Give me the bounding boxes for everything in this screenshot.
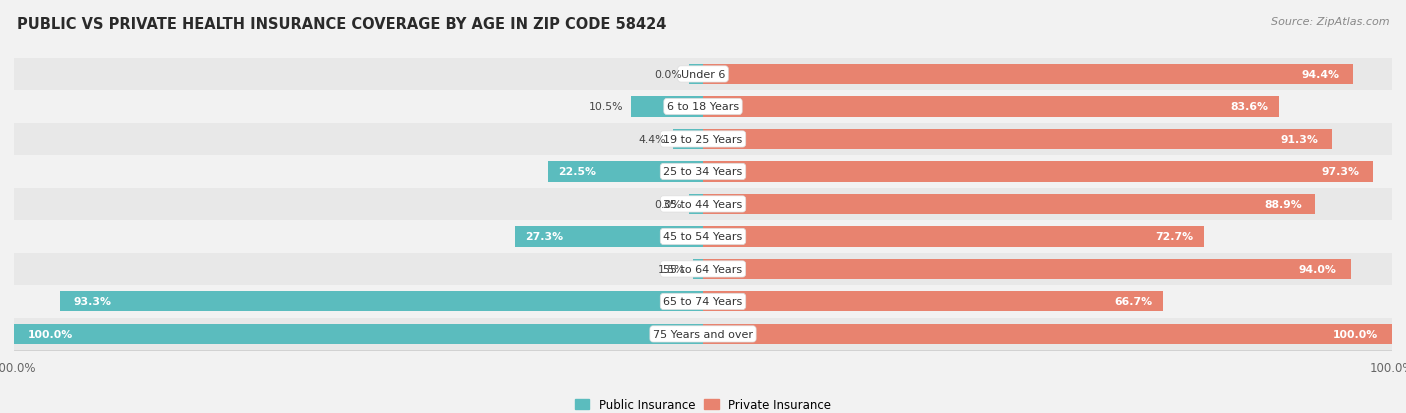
Bar	[703, 97, 1279, 117]
Bar	[693, 259, 703, 279]
Text: 45 to 54 Years: 45 to 54 Years	[664, 232, 742, 242]
Bar	[689, 65, 703, 85]
Text: 65 to 74 Years: 65 to 74 Years	[664, 297, 742, 307]
Bar	[14, 156, 1392, 188]
Bar	[703, 292, 1163, 312]
Text: 93.3%: 93.3%	[75, 297, 112, 307]
Text: 25 to 34 Years: 25 to 34 Years	[664, 167, 742, 177]
Text: 1.5%: 1.5%	[658, 264, 686, 274]
Bar	[703, 259, 1351, 279]
Bar	[14, 285, 1392, 318]
Text: 35 to 44 Years: 35 to 44 Years	[664, 199, 742, 209]
Bar	[14, 59, 1392, 91]
Bar	[14, 221, 1392, 253]
Bar	[703, 227, 1204, 247]
Text: 94.0%: 94.0%	[1299, 264, 1337, 274]
Text: PUBLIC VS PRIVATE HEALTH INSURANCE COVERAGE BY AGE IN ZIP CODE 58424: PUBLIC VS PRIVATE HEALTH INSURANCE COVER…	[17, 17, 666, 31]
Text: Source: ZipAtlas.com: Source: ZipAtlas.com	[1271, 17, 1389, 26]
Text: 10.5%: 10.5%	[589, 102, 624, 112]
Text: 66.7%: 66.7%	[1114, 297, 1152, 307]
Bar	[703, 65, 1354, 85]
Bar	[14, 123, 1392, 156]
Text: 88.9%: 88.9%	[1264, 199, 1302, 209]
Text: Under 6: Under 6	[681, 70, 725, 80]
Bar	[703, 324, 1392, 344]
Text: 97.3%: 97.3%	[1322, 167, 1360, 177]
Bar	[548, 162, 703, 182]
Bar	[703, 195, 1316, 214]
Text: 75 Years and over: 75 Years and over	[652, 329, 754, 339]
Text: 4.4%: 4.4%	[638, 135, 666, 145]
Text: 83.6%: 83.6%	[1230, 102, 1268, 112]
Text: 72.7%: 72.7%	[1156, 232, 1194, 242]
Text: 22.5%: 22.5%	[558, 167, 596, 177]
Text: 94.4%: 94.4%	[1302, 70, 1340, 80]
Bar	[689, 195, 703, 214]
Bar	[14, 253, 1392, 285]
Text: 0.0%: 0.0%	[655, 199, 682, 209]
Text: 100.0%: 100.0%	[28, 329, 73, 339]
Text: 0.0%: 0.0%	[655, 70, 682, 80]
Bar	[60, 292, 703, 312]
Bar	[14, 91, 1392, 123]
Text: 19 to 25 Years: 19 to 25 Years	[664, 135, 742, 145]
Bar	[631, 97, 703, 117]
Bar	[703, 162, 1374, 182]
Bar	[672, 130, 703, 150]
Bar	[14, 324, 703, 344]
Legend: Public Insurance, Private Insurance: Public Insurance, Private Insurance	[571, 393, 835, 413]
Bar	[703, 130, 1331, 150]
Bar	[515, 227, 703, 247]
Bar	[14, 318, 1392, 350]
Text: 55 to 64 Years: 55 to 64 Years	[664, 264, 742, 274]
Text: 27.3%: 27.3%	[526, 232, 564, 242]
Text: 91.3%: 91.3%	[1281, 135, 1319, 145]
Text: 6 to 18 Years: 6 to 18 Years	[666, 102, 740, 112]
Bar	[14, 188, 1392, 221]
Text: 100.0%: 100.0%	[1333, 329, 1378, 339]
